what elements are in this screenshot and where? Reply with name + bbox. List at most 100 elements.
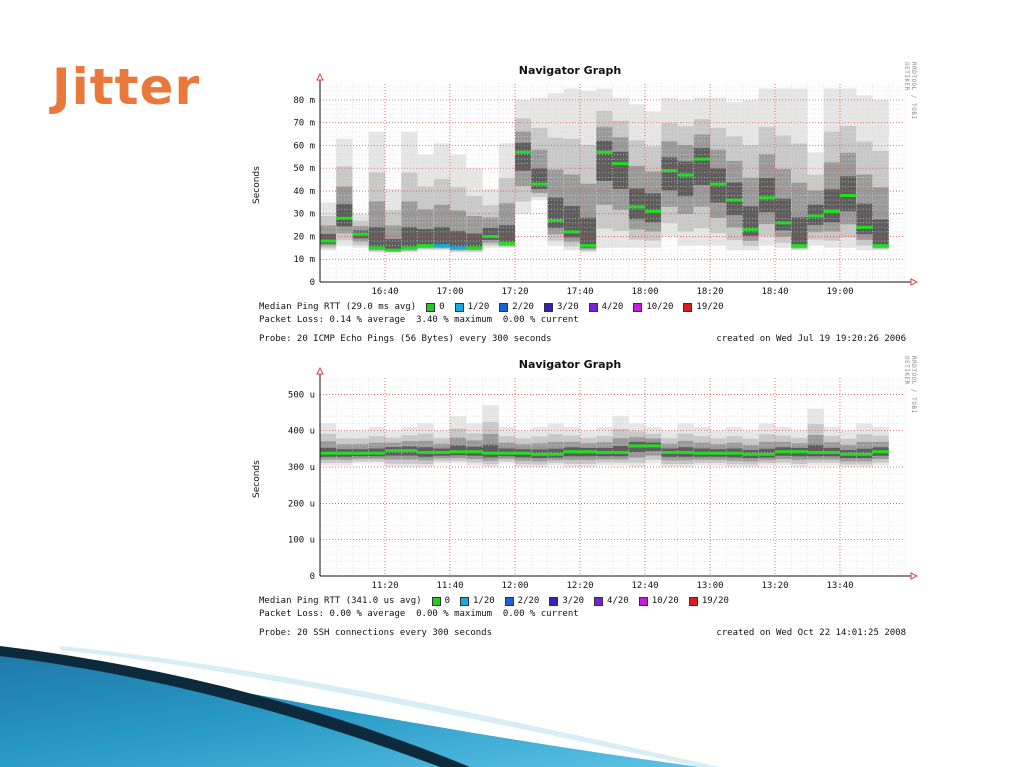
median-marker xyxy=(320,451,337,455)
grid xyxy=(319,378,906,577)
median-marker xyxy=(580,244,597,248)
median-marker xyxy=(872,244,889,248)
median-marker xyxy=(450,450,467,454)
median-marker xyxy=(368,246,385,250)
median-marker xyxy=(466,450,483,454)
smoke-band xyxy=(498,225,515,245)
x-tick-label: 17:20 xyxy=(501,287,528,297)
x-tick-label: 17:40 xyxy=(566,287,593,297)
smoke-band xyxy=(791,217,808,247)
smoke-band xyxy=(758,178,775,213)
median-marker xyxy=(710,182,727,186)
x-tick-label: 11:40 xyxy=(436,581,463,591)
smoke-band xyxy=(596,140,613,181)
y-tick-label: 80 m xyxy=(293,96,315,106)
y-tick-label: 0 xyxy=(310,572,315,582)
y-tick-label: 60 m xyxy=(293,141,315,151)
median-marker xyxy=(450,246,467,250)
smoke-band xyxy=(547,197,564,229)
smoke-band xyxy=(320,234,337,244)
smoke-band xyxy=(482,444,499,458)
smoke-band xyxy=(531,168,548,189)
median-marker xyxy=(791,450,808,454)
legend-entry-label: 4/20 xyxy=(607,596,629,606)
legend-swatch xyxy=(638,596,648,606)
x-tick-label: 12:00 xyxy=(501,581,528,591)
median-marker xyxy=(856,452,873,456)
smoke-band xyxy=(385,239,402,251)
median-marker xyxy=(417,244,434,248)
median-marker xyxy=(515,150,532,154)
legend-entry-label: 19/20 xyxy=(696,302,724,312)
median-marker xyxy=(401,449,418,453)
x-tick-label: 18:00 xyxy=(631,287,658,297)
smoke-band xyxy=(856,203,873,235)
y-tick-label: 50 m xyxy=(293,164,315,174)
legend: Median Ping RTT (341.0 us avg) 0 1/20 2/20… xyxy=(259,596,729,606)
median-marker xyxy=(482,234,499,238)
legend-swatch xyxy=(431,596,441,606)
x-tick-label: 13:00 xyxy=(696,581,723,591)
y-tick-label: 10 m xyxy=(293,255,315,265)
median-marker xyxy=(596,150,613,154)
slide-title: Jitter xyxy=(52,58,201,116)
median-marker xyxy=(433,450,450,454)
median-marker xyxy=(612,450,629,454)
slide-swoosh-decoration xyxy=(0,646,720,767)
legend-entries: 0 1/20 2/20 3/20 4/20 10/20 19/20 xyxy=(416,302,724,312)
smoke-band xyxy=(775,198,792,231)
smoke-band xyxy=(515,142,532,171)
legend-swatch xyxy=(588,302,598,312)
median-marker xyxy=(580,450,597,454)
legend-entry-label: 19/20 xyxy=(701,596,729,606)
legend-swatch xyxy=(454,302,464,312)
y-tick-label: 30 m xyxy=(293,210,315,220)
y-tick-label: 300 u xyxy=(288,463,315,473)
legend-entry-label: 2/20 xyxy=(512,302,534,312)
smoke-band xyxy=(661,157,678,191)
x-tick-label: 11:20 xyxy=(371,581,398,591)
median-marker xyxy=(710,451,727,455)
x-tick-label: 13:40 xyxy=(826,581,853,591)
side-credit: RRDTOOL / TOBI OETIKER xyxy=(903,356,917,414)
x-tick-label: 19:00 xyxy=(826,287,853,297)
smoke-band xyxy=(368,226,385,250)
median-marker xyxy=(596,450,613,454)
smoke-band xyxy=(807,444,824,457)
smoke-band xyxy=(742,206,759,236)
median-marker xyxy=(612,162,629,166)
median-marker xyxy=(872,450,889,454)
smoke-columns xyxy=(320,88,889,253)
legend-swatch xyxy=(504,596,514,606)
legend-swatch xyxy=(683,302,693,312)
created-line: created on Wed Oct 22 14:01:25 2008 xyxy=(716,628,906,638)
median-marker xyxy=(352,451,369,455)
median-marker xyxy=(823,209,840,213)
navigator-graph-2: Navigator Graph RRDTOOL / TOBI OETIKER S… xyxy=(250,356,920,646)
median-marker xyxy=(856,225,873,229)
median-marker xyxy=(726,198,743,202)
side-credit: RRDTOOL / TOBI OETIKER xyxy=(903,62,917,120)
median-marker xyxy=(823,450,840,454)
median-marker xyxy=(336,216,353,220)
probe-line: Probe: 20 SSH connections every 300 seco… xyxy=(259,628,492,638)
median-marker xyxy=(563,450,580,454)
smoke-band xyxy=(417,229,434,247)
y-tick-label: 200 u xyxy=(288,499,315,509)
median-marker xyxy=(547,452,564,456)
x-tick-label: 16:40 xyxy=(371,287,398,297)
median-marker xyxy=(840,452,857,456)
median-marker xyxy=(433,244,450,248)
plot-area: 0 10 m 20 m 30 m 40 m 50 m 60 m 70 m 80 m 16:40 17… xyxy=(293,72,919,297)
y-axis-arrow xyxy=(316,366,324,375)
plot-area: 0 100 u 200 u 300 u 400 u 500 u 11:20 11:40 12:0… xyxy=(288,366,919,591)
median-marker xyxy=(531,452,548,456)
x-axis-arrow xyxy=(910,278,919,286)
smoke-band xyxy=(823,189,840,223)
probe-line: Probe: 20 ICMP Echo Pings (56 Bytes) eve… xyxy=(259,334,552,344)
legend-swatch xyxy=(549,596,559,606)
x-tick-label: 12:20 xyxy=(566,581,593,591)
legend-swatch xyxy=(688,596,698,606)
x-tick-label: 17:00 xyxy=(436,287,463,297)
median-marker xyxy=(547,219,564,223)
